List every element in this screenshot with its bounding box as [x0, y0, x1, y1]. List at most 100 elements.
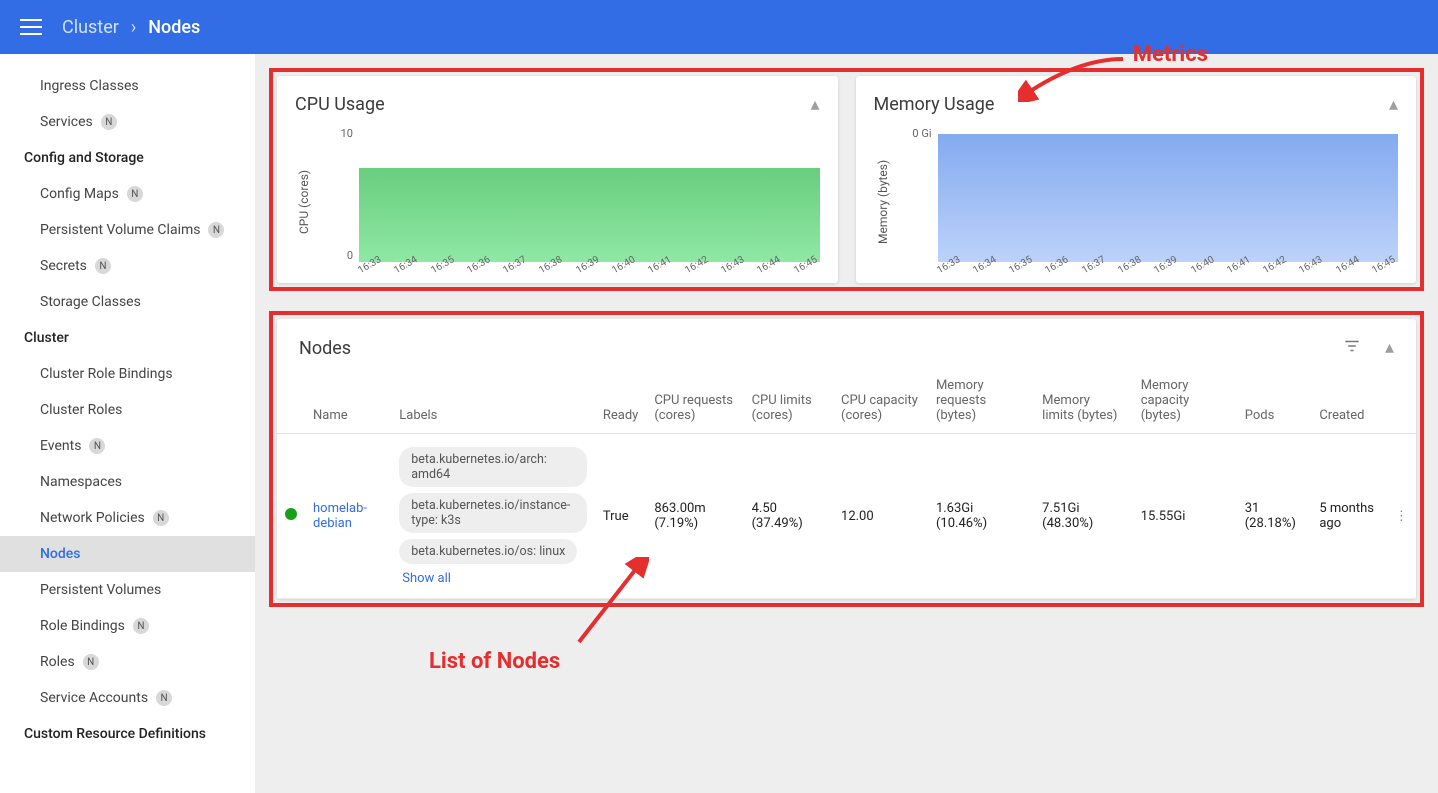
sidebar-heading: Config and Storage [0, 140, 255, 176]
namespace-badge: N [153, 510, 169, 526]
cell-mem_req: 1.63Gi (10.46%) [928, 434, 1034, 599]
y-tick: 0 [347, 249, 353, 262]
main-content: Metrics CPU Usage ▴ CPU (cores) 100 [255, 54, 1438, 793]
memory-usage-card: Memory Usage ▴ Memory (bytes) 0 Gi 16:33… [856, 76, 1417, 283]
filter-icon[interactable] [1343, 337, 1361, 360]
sidebar-item-namespaces[interactable]: Namespaces [0, 464, 255, 500]
column-header: CPU limits (cores) [744, 368, 833, 434]
annotation-arrow-nodes [569, 557, 649, 647]
sidebar-item-persistent-volumes[interactable]: Persistent Volumes [0, 572, 255, 608]
breadcrumb-separator: › [131, 17, 136, 38]
sidebar-item-label: Roles [40, 654, 75, 670]
sidebar-item-nodes[interactable]: Nodes [0, 536, 255, 572]
namespace-badge: N [101, 114, 117, 130]
sidebar-item-label: Storage Classes [40, 294, 141, 310]
sidebar-item-network-policies[interactable]: Network Policies N [0, 500, 255, 536]
y-tick: 10 [341, 127, 353, 140]
sidebar-item-storage-classes[interactable]: Storage Classes [0, 284, 255, 320]
memory-chart: 0 Gi [902, 127, 1399, 262]
sidebar-item-label: Persistent Volume Claims [40, 222, 200, 238]
metrics-section-annotated: CPU Usage ▴ CPU (cores) 100 16:3316:3416… [269, 68, 1424, 291]
row-actions-icon[interactable]: ⋮ [1395, 509, 1408, 524]
sidebar-item-cluster-roles[interactable]: Cluster Roles [0, 392, 255, 428]
column-header [1387, 368, 1416, 434]
sidebar-item-config-maps[interactable]: Config Maps N [0, 176, 255, 212]
sidebar-item-label: Network Policies [40, 510, 145, 526]
sidebar-item-label: Config Maps [40, 186, 119, 202]
sidebar-item-label: Secrets [40, 258, 87, 274]
column-header: Labels [391, 368, 595, 434]
sidebar-item-ingress-classes[interactable]: Ingress Classes [0, 68, 255, 104]
column-header: Memory limits (bytes) [1034, 368, 1133, 434]
breadcrumb-current: Nodes [148, 17, 200, 38]
cell-pods: 31 (28.18%) [1237, 434, 1312, 599]
sidebar-item-label: Services [40, 114, 93, 130]
sidebar-item-label: Service Accounts [40, 690, 148, 706]
sidebar-item-roles[interactable]: Roles N [0, 644, 255, 680]
cell-mem_cap: 15.55Gi [1133, 434, 1237, 599]
label-chip: beta.kubernetes.io/arch: amd64 [399, 447, 587, 487]
sidebar-item-label: Ingress Classes [40, 78, 139, 94]
cell-created: 5 months ago [1311, 434, 1387, 599]
table-row: homelab-debian beta.kubernetes.io/arch: a… [277, 434, 1416, 599]
node-name-link[interactable]: homelab-debian [313, 501, 367, 531]
sidebar-heading: Cluster [0, 320, 255, 356]
column-header: Ready [595, 368, 646, 434]
label-chip: beta.kubernetes.io/instance-type: k3s [399, 493, 587, 533]
sidebar-item-secrets[interactable]: Secrets N [0, 248, 255, 284]
collapse-icon[interactable]: ▴ [810, 94, 819, 115]
sidebar-item-label: Persistent Volumes [40, 582, 161, 598]
sidebar-item-label: Events [40, 438, 81, 454]
nodes-card-title: Nodes [299, 338, 351, 359]
column-header: Name [305, 368, 391, 434]
cell-cpu_cap: 12.00 [833, 434, 928, 599]
sidebar-item-label: Cluster Role Bindings [40, 366, 173, 382]
sidebar: Ingress Classes Services N Config and Stora… [0, 54, 255, 793]
column-header: CPU capacity (cores) [833, 368, 928, 434]
sidebar-item-service-accounts[interactable]: Service Accounts N [0, 680, 255, 716]
memory-card-title: Memory Usage [874, 94, 995, 115]
namespace-badge: N [95, 258, 111, 274]
sidebar-item-cluster-role-bindings[interactable]: Cluster Role Bindings [0, 356, 255, 392]
annotation-nodes-label: List of Nodes [429, 649, 1424, 674]
column-header: CPU requests (cores) [646, 368, 743, 434]
annotation-arrow-metrics [1018, 54, 1128, 102]
collapse-icon[interactable]: ▴ [1389, 94, 1398, 115]
nodes-section-annotated: Nodes ▴ NameLabelsReadyCPU requests (cor… [269, 311, 1424, 607]
collapse-icon[interactable]: ▴ [1385, 337, 1394, 360]
cell-mem_lim: 7.51Gi (48.30%) [1034, 434, 1133, 599]
sidebar-item-label: Cluster Roles [40, 402, 122, 418]
nodes-table: NameLabelsReadyCPU requests (cores)CPU l… [277, 368, 1416, 599]
y-tick: 0 Gi [912, 127, 931, 140]
sidebar-item-events[interactable]: Events N [0, 428, 255, 464]
sidebar-item-label: Namespaces [40, 474, 122, 490]
menu-icon[interactable] [20, 19, 42, 35]
namespace-badge: N [83, 654, 99, 670]
top-header: Cluster › Nodes [0, 0, 1438, 54]
sidebar-item-role-bindings[interactable]: Role BindingsN [0, 608, 255, 644]
sidebar-item-label: Nodes [40, 546, 80, 562]
show-all-labels[interactable]: Show all [399, 567, 587, 588]
namespace-badge: N [127, 186, 143, 202]
cpu-card-title: CPU Usage [295, 94, 385, 115]
breadcrumb: Cluster › Nodes [62, 17, 200, 38]
sidebar-item-persistent-volume-claims[interactable]: Persistent Volume Claims N [0, 212, 255, 248]
memory-y-label: Memory (bytes) [874, 127, 892, 277]
label-chip: beta.kubernetes.io/os: linux [399, 539, 577, 564]
cell-cpu_lim: 4.50 (37.49%) [744, 434, 833, 599]
cpu-chart: 10 0 [323, 127, 820, 262]
column-header: Memory capacity (bytes) [1133, 368, 1237, 434]
sidebar-heading: Custom Resource Definitions [0, 716, 255, 752]
breadcrumb-root[interactable]: Cluster [62, 17, 119, 38]
namespace-badge: N [156, 690, 172, 706]
column-header [277, 368, 305, 434]
annotation-metrics-label: Metrics [1133, 42, 1208, 67]
namespace-badge: N [208, 222, 224, 238]
column-header: Memory requests (bytes) [928, 368, 1034, 434]
sidebar-item-services[interactable]: Services N [0, 104, 255, 140]
cell-cpu_req: 863.00m (7.19%) [646, 434, 743, 599]
namespace-badge: N [89, 438, 105, 454]
cpu-y-label: CPU (cores) [295, 127, 313, 277]
column-header: Created [1311, 368, 1387, 434]
column-header: Pods [1237, 368, 1312, 434]
